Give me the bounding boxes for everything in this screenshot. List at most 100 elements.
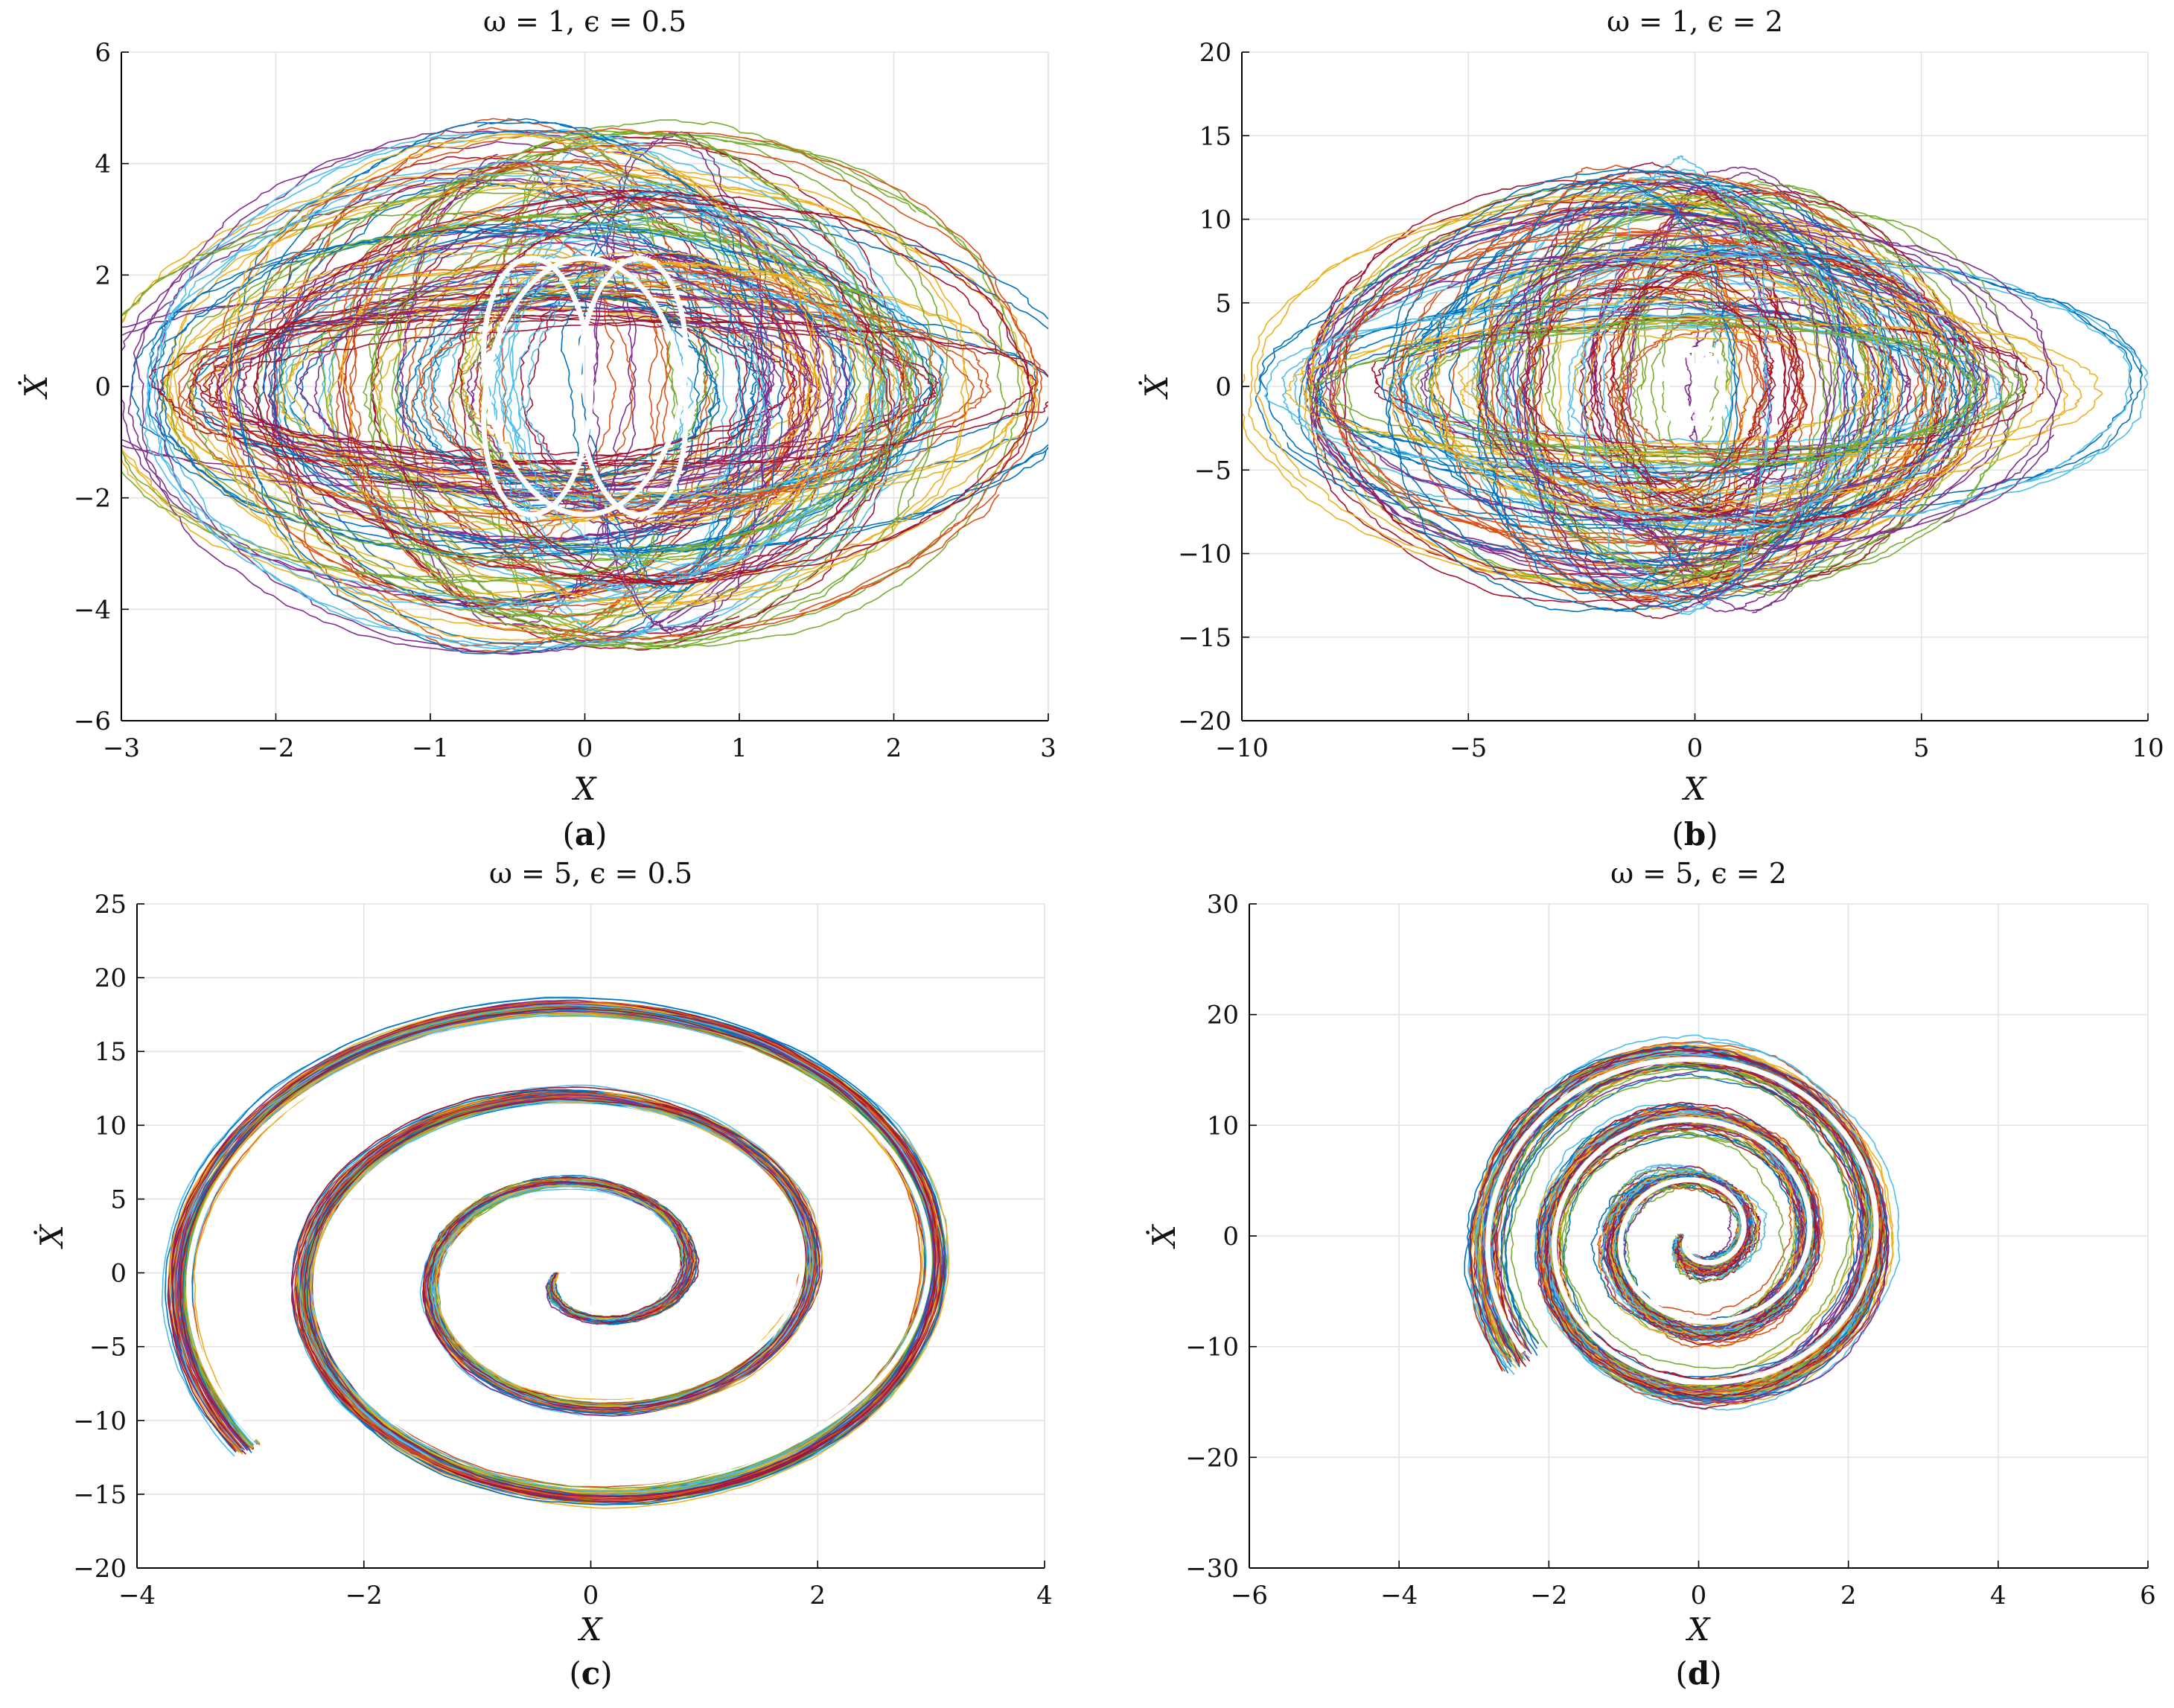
panel-label: (d): [1675, 1655, 1721, 1692]
y-tick-label: 15: [95, 1037, 127, 1067]
trajectory: [1487, 1050, 1881, 1399]
y-tick-label: 25: [95, 890, 127, 920]
y-tick-label: −6: [74, 707, 111, 736]
y-tick-label: 0: [1223, 1222, 1239, 1252]
panel-label: (c): [569, 1655, 612, 1692]
trajectory: [585, 131, 771, 637]
chart-title: ω = 1, ϵ = 0.5: [483, 5, 686, 38]
y-axis-title: Ẋ: [33, 1223, 70, 1249]
trajectory: [1480, 282, 1768, 495]
trajectory: [478, 189, 672, 600]
x-tick-label: −2: [345, 1581, 383, 1610]
y-tick-label: −15: [1178, 623, 1231, 653]
y-tick-label: −15: [73, 1480, 127, 1510]
trajectory: [1482, 1054, 1874, 1384]
panel-a: −3 −2 −1 0 1 2 3 −6 −4 −2 0 2 4 6 ω = 1, ϵ = 0.5 X Ẋ (a): [17, 5, 1056, 853]
x-tick-label: 4: [1990, 1581, 2006, 1610]
trajectory: [166, 211, 914, 564]
y-tick-label: 30: [1207, 890, 1239, 920]
mean-trajectory: [1663, 347, 1727, 426]
trajectory: [216, 298, 833, 482]
trajectory: [1371, 314, 2045, 461]
trajectory-group: [162, 996, 950, 1509]
y-tick-label: 0: [1215, 372, 1231, 402]
x-tick-label: −2: [1530, 1581, 1567, 1610]
y-tick-label: −10: [1178, 540, 1231, 570]
x-axis-title: X: [1682, 771, 1708, 807]
x-tick-label: 2: [886, 733, 902, 763]
trajectory: [177, 261, 975, 523]
trajectory: [172, 1004, 950, 1509]
y-tick-label: −10: [1185, 1333, 1239, 1363]
trajectory: [395, 292, 721, 485]
y-axis-title: Ẋ: [1145, 1223, 1182, 1249]
y-tick-label: −2: [74, 484, 111, 514]
x-tick-label: −2: [257, 733, 294, 763]
trajectory: [144, 159, 875, 609]
x-tick-label: 5: [1913, 733, 1930, 763]
trajectory: [1607, 255, 1805, 520]
trajectory: [147, 224, 855, 551]
trajectory: [1329, 226, 1921, 547]
x-tick-label: 0: [583, 1581, 599, 1610]
trajectory: [262, 156, 761, 608]
y-tick-label: 4: [95, 150, 111, 179]
y-tick-label: −10: [73, 1406, 127, 1436]
trajectory: [1409, 251, 1969, 528]
y-tick-label: 20: [1207, 1001, 1239, 1030]
trajectory: [1457, 327, 1881, 455]
x-axis-title: X: [572, 771, 598, 807]
y-tick-label: −20: [1185, 1443, 1239, 1473]
y-axis-title: Ẋ: [17, 374, 54, 400]
trajectory: [1514, 264, 1772, 509]
trajectory: [1566, 246, 1893, 526]
y-tick-label: 5: [110, 1185, 127, 1214]
x-tick-label: 0: [1691, 1581, 1707, 1610]
trajectory: [1578, 239, 1948, 529]
trajectory: [318, 131, 1021, 649]
trajectory: [454, 276, 719, 484]
x-tick-label: −5: [1450, 733, 1487, 763]
mean-trajectory: [1485, 1057, 1879, 1386]
y-tick-label: 20: [1199, 38, 1231, 68]
trajectory: [1476, 262, 1808, 522]
chart-title: ω = 5, ϵ = 0.5: [489, 857, 692, 890]
trajectory: [1518, 178, 1836, 578]
x-axis-title: X: [578, 1611, 604, 1648]
trajectory: [174, 1001, 942, 1500]
y-tick-label: 10: [1199, 205, 1231, 235]
trajectory: [1480, 222, 2062, 550]
x-tick-label: −1: [412, 733, 449, 763]
trajectory: [1532, 162, 1797, 619]
x-tick-label: −10: [1215, 733, 1269, 763]
y-tick-label: −20: [1178, 707, 1231, 736]
x-tick-label: 10: [2132, 733, 2164, 763]
y-tick-label: −5: [89, 1333, 127, 1363]
trajectory: [252, 189, 1036, 585]
panel-b: −10 −5 0 5 10 −20 −15 −10 −5 0 5 10 15 20 ω = 1, ϵ = 2…: [1138, 5, 2164, 853]
trajectory: [1581, 155, 1771, 616]
trajectory: [1299, 194, 1938, 587]
trajectory: [326, 169, 969, 608]
y-tick-label: 2: [95, 261, 111, 290]
trajectory: [275, 226, 949, 555]
trajectory: [560, 189, 758, 593]
x-tick-label: −4: [1380, 1581, 1418, 1610]
trajectory: [148, 313, 797, 472]
trajectory: [1494, 1055, 1862, 1392]
trajectory: [1381, 168, 1858, 613]
y-tick-label: 0: [110, 1259, 127, 1289]
x-tick-label: −6: [1231, 1581, 1268, 1610]
trajectory: [1448, 182, 1740, 597]
trajectory: [174, 1003, 935, 1496]
trajectory: [1415, 316, 1985, 466]
mean-trajectory: [481, 255, 689, 517]
x-tick-label: 0: [1687, 733, 1703, 763]
y-axis-title: Ẋ: [1138, 374, 1175, 400]
trajectory: [121, 191, 884, 584]
x-tick-label: 0: [577, 733, 593, 763]
trajectory: [1263, 303, 1948, 478]
